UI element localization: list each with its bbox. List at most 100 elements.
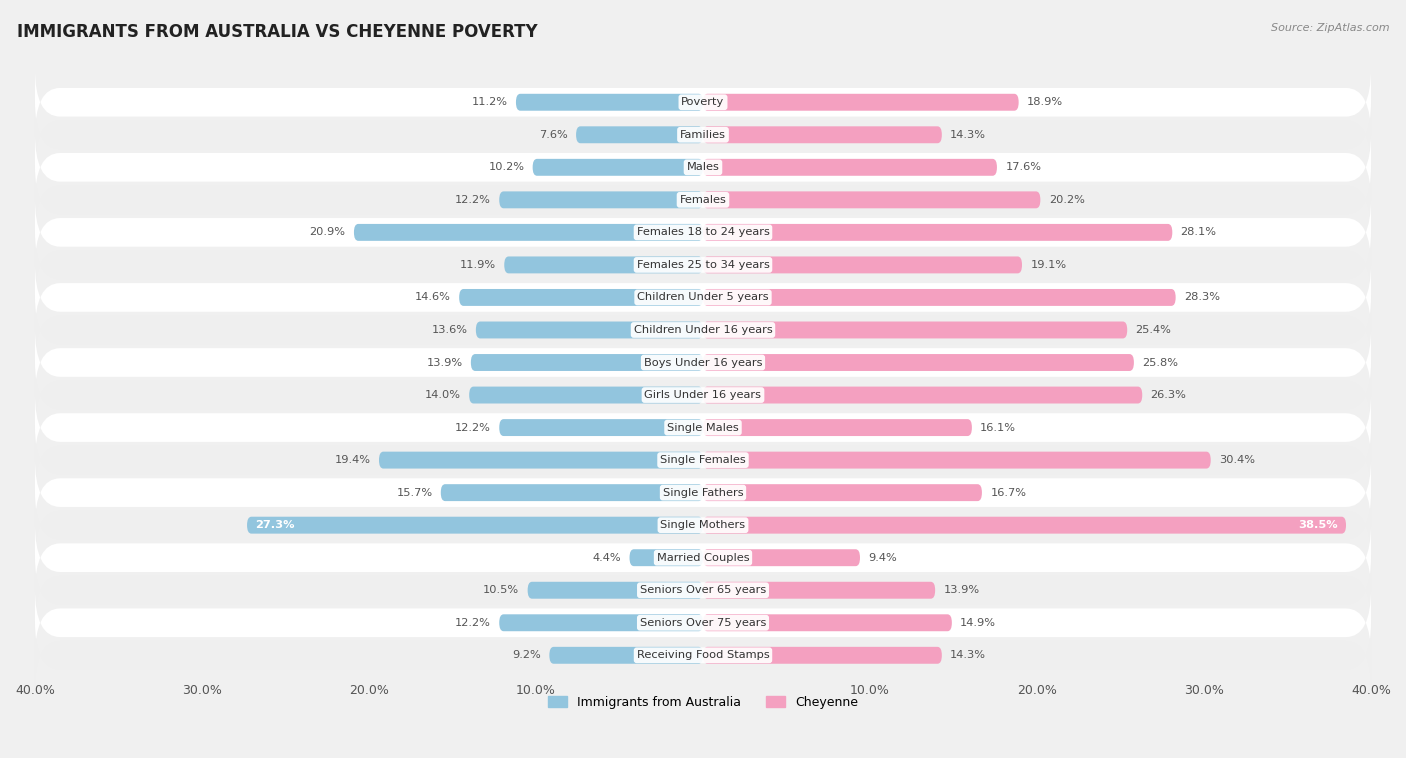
FancyBboxPatch shape	[516, 94, 703, 111]
FancyBboxPatch shape	[703, 517, 1346, 534]
FancyBboxPatch shape	[35, 621, 1371, 690]
Text: Children Under 16 years: Children Under 16 years	[634, 325, 772, 335]
Text: 30.4%: 30.4%	[1219, 455, 1256, 465]
FancyBboxPatch shape	[35, 67, 1371, 136]
FancyBboxPatch shape	[35, 296, 1371, 365]
Text: 12.2%: 12.2%	[456, 422, 491, 433]
Text: Single Males: Single Males	[666, 422, 740, 433]
FancyBboxPatch shape	[380, 452, 703, 468]
FancyBboxPatch shape	[35, 263, 1371, 332]
Text: 14.3%: 14.3%	[950, 130, 986, 139]
FancyBboxPatch shape	[703, 550, 860, 566]
FancyBboxPatch shape	[35, 393, 1371, 462]
Text: 20.2%: 20.2%	[1049, 195, 1084, 205]
Text: 19.4%: 19.4%	[335, 455, 371, 465]
Text: 12.2%: 12.2%	[456, 618, 491, 628]
Text: Females 18 to 24 years: Females 18 to 24 years	[637, 227, 769, 237]
FancyBboxPatch shape	[550, 647, 703, 664]
FancyBboxPatch shape	[703, 582, 935, 599]
Legend: Immigrants from Australia, Cheyenne: Immigrants from Australia, Cheyenne	[543, 691, 863, 714]
Text: Children Under 5 years: Children Under 5 years	[637, 293, 769, 302]
FancyBboxPatch shape	[703, 647, 942, 664]
FancyBboxPatch shape	[703, 256, 1022, 274]
Text: 15.7%: 15.7%	[396, 487, 433, 498]
FancyBboxPatch shape	[533, 159, 703, 176]
Text: Single Mothers: Single Mothers	[661, 520, 745, 530]
FancyBboxPatch shape	[630, 550, 703, 566]
Text: Receiving Food Stamps: Receiving Food Stamps	[637, 650, 769, 660]
Text: 38.5%: 38.5%	[1298, 520, 1337, 530]
Text: 14.3%: 14.3%	[950, 650, 986, 660]
Text: Girls Under 16 years: Girls Under 16 years	[644, 390, 762, 400]
Text: Males: Males	[686, 162, 720, 172]
FancyBboxPatch shape	[35, 588, 1371, 657]
FancyBboxPatch shape	[703, 94, 1019, 111]
Text: Source: ZipAtlas.com: Source: ZipAtlas.com	[1271, 23, 1389, 33]
Text: 17.6%: 17.6%	[1005, 162, 1042, 172]
FancyBboxPatch shape	[703, 127, 942, 143]
Text: Seniors Over 65 years: Seniors Over 65 years	[640, 585, 766, 595]
FancyBboxPatch shape	[354, 224, 703, 241]
FancyBboxPatch shape	[35, 100, 1371, 169]
Text: 7.6%: 7.6%	[538, 130, 568, 139]
Text: 26.3%: 26.3%	[1150, 390, 1187, 400]
FancyBboxPatch shape	[35, 328, 1371, 397]
Text: 28.3%: 28.3%	[1184, 293, 1220, 302]
Text: 12.2%: 12.2%	[456, 195, 491, 205]
FancyBboxPatch shape	[470, 387, 703, 403]
FancyBboxPatch shape	[703, 289, 1175, 306]
Text: Females: Females	[679, 195, 727, 205]
Text: 20.9%: 20.9%	[309, 227, 346, 237]
Text: 11.2%: 11.2%	[471, 97, 508, 107]
Text: 16.7%: 16.7%	[990, 487, 1026, 498]
FancyBboxPatch shape	[703, 484, 981, 501]
Text: 16.1%: 16.1%	[980, 422, 1017, 433]
Text: Females 25 to 34 years: Females 25 to 34 years	[637, 260, 769, 270]
FancyBboxPatch shape	[35, 230, 1371, 299]
FancyBboxPatch shape	[247, 517, 703, 534]
FancyBboxPatch shape	[441, 484, 703, 501]
Text: 19.1%: 19.1%	[1031, 260, 1067, 270]
Text: 13.9%: 13.9%	[943, 585, 980, 595]
Text: 13.9%: 13.9%	[426, 358, 463, 368]
FancyBboxPatch shape	[35, 133, 1371, 202]
FancyBboxPatch shape	[35, 426, 1371, 494]
FancyBboxPatch shape	[703, 224, 1173, 241]
Text: 25.4%: 25.4%	[1136, 325, 1171, 335]
Text: Single Fathers: Single Fathers	[662, 487, 744, 498]
FancyBboxPatch shape	[471, 354, 703, 371]
FancyBboxPatch shape	[703, 419, 972, 436]
Text: 10.5%: 10.5%	[484, 585, 519, 595]
Text: Single Females: Single Females	[661, 455, 745, 465]
FancyBboxPatch shape	[35, 198, 1371, 267]
Text: 18.9%: 18.9%	[1026, 97, 1063, 107]
Text: 9.2%: 9.2%	[512, 650, 541, 660]
FancyBboxPatch shape	[475, 321, 703, 338]
Text: Boys Under 16 years: Boys Under 16 years	[644, 358, 762, 368]
FancyBboxPatch shape	[35, 523, 1371, 592]
Text: 14.9%: 14.9%	[960, 618, 997, 628]
FancyBboxPatch shape	[527, 582, 703, 599]
FancyBboxPatch shape	[35, 556, 1371, 625]
FancyBboxPatch shape	[499, 419, 703, 436]
Text: 14.0%: 14.0%	[425, 390, 461, 400]
Text: 13.6%: 13.6%	[432, 325, 468, 335]
Text: 9.4%: 9.4%	[869, 553, 897, 562]
FancyBboxPatch shape	[460, 289, 703, 306]
Text: 14.6%: 14.6%	[415, 293, 451, 302]
Text: IMMIGRANTS FROM AUSTRALIA VS CHEYENNE POVERTY: IMMIGRANTS FROM AUSTRALIA VS CHEYENNE PO…	[17, 23, 537, 41]
Text: 28.1%: 28.1%	[1181, 227, 1216, 237]
Text: 27.3%: 27.3%	[256, 520, 295, 530]
Text: Seniors Over 75 years: Seniors Over 75 years	[640, 618, 766, 628]
FancyBboxPatch shape	[505, 256, 703, 274]
FancyBboxPatch shape	[499, 614, 703, 631]
FancyBboxPatch shape	[35, 165, 1371, 234]
Text: 4.4%: 4.4%	[592, 553, 621, 562]
Text: Married Couples: Married Couples	[657, 553, 749, 562]
Text: 25.8%: 25.8%	[1142, 358, 1178, 368]
FancyBboxPatch shape	[703, 387, 1142, 403]
FancyBboxPatch shape	[703, 354, 1133, 371]
FancyBboxPatch shape	[703, 159, 997, 176]
Text: Poverty: Poverty	[682, 97, 724, 107]
FancyBboxPatch shape	[703, 191, 1040, 208]
